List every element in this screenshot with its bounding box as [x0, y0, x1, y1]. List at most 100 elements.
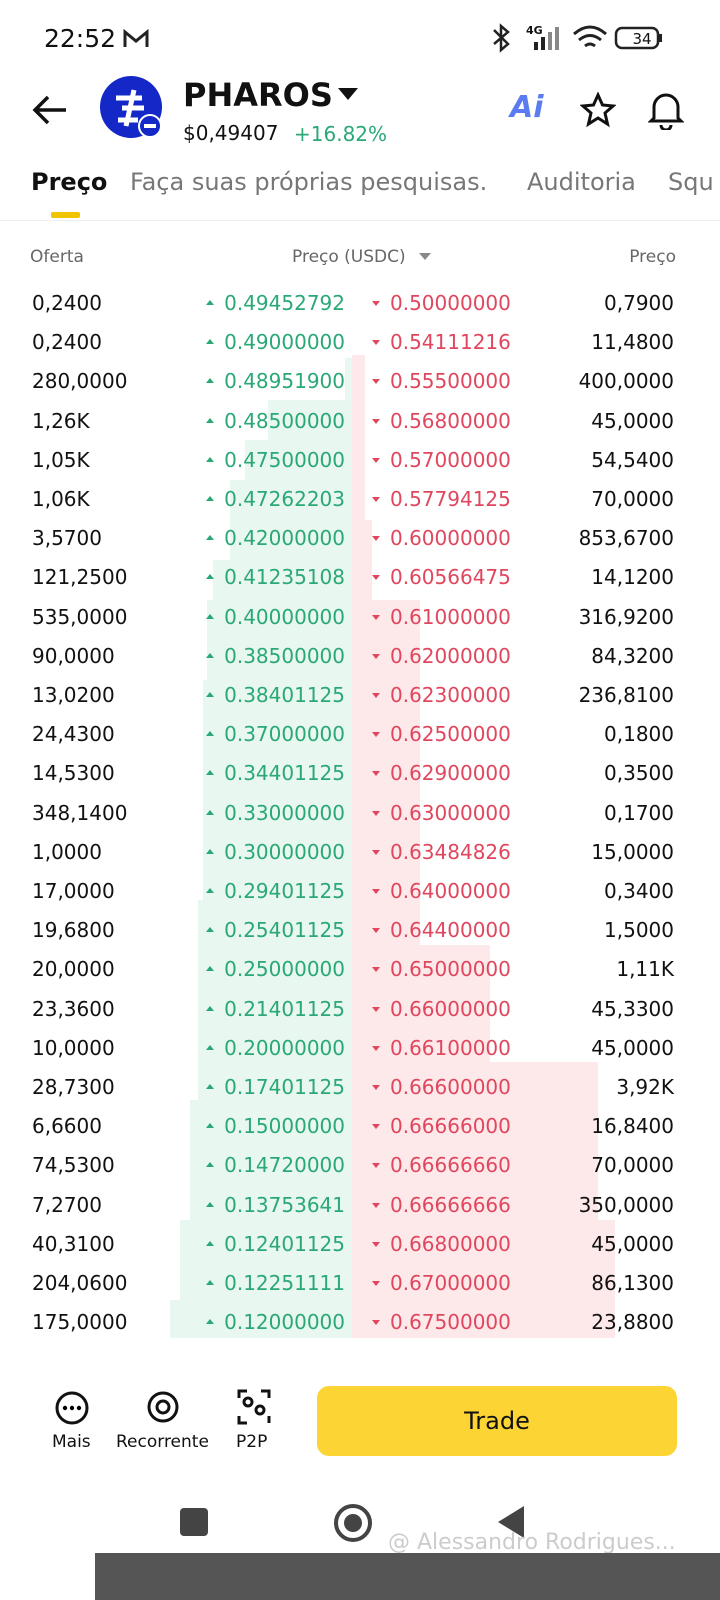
ask-quantity: 0,3400: [604, 879, 674, 903]
bid-quantity: 74,5300: [32, 1153, 115, 1178]
ask-quantity: 1,5000: [604, 918, 674, 943]
ask-quantity: 350,0000: [578, 1192, 674, 1217]
ask-quantity: 11,4800: [591, 330, 674, 355]
bid-price: 0.48500000: [206, 408, 345, 433]
tab[interactable]: Auditoria: [527, 168, 636, 196]
bid-quantity: 24,4300: [32, 722, 115, 747]
order-row[interactable]: 0,2400 0.49452792 0.50000000 0,7900: [0, 283, 720, 322]
price: $0,49407: [183, 121, 279, 145]
favorite-button[interactable]: [580, 92, 616, 128]
bottom-label[interactable]: Mais: [52, 1432, 91, 1452]
ask-price: 0.65000000: [372, 957, 511, 982]
bid-quantity: 10,0000: [32, 1035, 115, 1060]
order-row[interactable]: 74,5300 0.14720000 0.66666660 70,0000: [0, 1145, 720, 1184]
ai-button[interactable]: Ai: [510, 90, 544, 125]
ask-quantity: 86,1300: [591, 1271, 674, 1295]
tab-bar: Preço Faça suas próprias pesquisas. Audi…: [0, 164, 720, 221]
ask-quantity: 0,3500: [604, 761, 674, 786]
network: 4G: [526, 24, 543, 37]
time: 22:52: [44, 24, 117, 53]
bid-quantity: 535,0000: [32, 604, 128, 629]
bid-quantity: 204,0600: [32, 1271, 128, 1295]
ask-price: 0.60566475: [372, 565, 511, 590]
order-row[interactable]: 17,0000 0.29401125 0.64000000 0,3400: [0, 871, 720, 910]
order-row[interactable]: 204,0600 0.12251111 0.67000000 86,1300: [0, 1263, 720, 1302]
order-row[interactable]: 0,2400 0.49000000 0.54111216 11,4800: [0, 322, 720, 361]
bid-price: 0.13753641: [206, 1192, 345, 1217]
bid-price: 0.38500000: [206, 643, 345, 668]
trade-button[interactable]: Trade: [317, 1386, 677, 1456]
dropdown-caret[interactable]: [338, 88, 358, 102]
ask-price: 0.63484826: [372, 839, 511, 864]
bottom-label[interactable]: P2P: [236, 1432, 268, 1452]
ask-quantity: 54,5400: [591, 447, 674, 472]
more-icon[interactable]: [54, 1390, 90, 1426]
p2p-icon[interactable]: [236, 1388, 272, 1426]
order-row[interactable]: 1,05K 0.47500000 0.57000000 54,5400: [0, 440, 720, 479]
order-row[interactable]: 1,26K 0.48500000 0.56800000 45,0000: [0, 401, 720, 440]
order-row[interactable]: 6,6600 0.15000000 0.66666000 16,8400: [0, 1106, 720, 1145]
order-row[interactable]: 3,5700 0.42000000 0.60000000 853,6700: [0, 518, 720, 557]
bid-quantity: 90,0000: [32, 643, 115, 668]
token-logo: [100, 76, 162, 138]
ask-quantity: 45,0000: [591, 1231, 674, 1256]
ask-quantity: 15,0000: [591, 839, 674, 864]
ask-quantity: 45,0000: [591, 1035, 674, 1060]
order-row[interactable]: 121,2500 0.41235108 0.60566475 14,1200: [0, 557, 720, 596]
bid-price: 0.15000000: [206, 1114, 345, 1139]
order-row[interactable]: 7,2700 0.13753641 0.66666666 350,0000: [0, 1185, 720, 1224]
bid-price: 0.42000000: [206, 526, 345, 551]
order-row[interactable]: 19,6800 0.25401125 0.64400000 1,5000: [0, 910, 720, 949]
order-row[interactable]: 1,06K 0.47262203 0.57794125 70,0000: [0, 479, 720, 518]
back-button[interactable]: [30, 92, 70, 128]
ask-quantity: 853,6700: [578, 526, 674, 551]
ask-price: 0.63000000: [372, 800, 511, 825]
recurring-icon[interactable]: [144, 1388, 182, 1426]
alert-button[interactable]: [648, 90, 684, 130]
order-row[interactable]: 23,3600 0.21401125 0.66000000 45,3300: [0, 989, 720, 1028]
tab[interactable]: Faça suas próprias pesquisas.: [130, 168, 488, 196]
bottom-label[interactable]: Recorrente: [116, 1432, 209, 1452]
ask-price: 0.64000000: [372, 879, 511, 903]
order-row[interactable]: 20,0000 0.25000000 0.65000000 1,11K: [0, 949, 720, 988]
tab[interactable]: Squ: [668, 168, 714, 196]
bid-quantity: 6,6600: [32, 1114, 102, 1139]
order-row[interactable]: 280,0000 0.48951900 0.55500000 400,0000: [0, 361, 720, 400]
order-row[interactable]: 1,0000 0.30000000 0.63484826 15,0000: [0, 832, 720, 871]
bid-price: 0.14720000: [206, 1153, 345, 1178]
ask-quantity: 3,92K: [616, 1075, 674, 1099]
bid-price: 0.20000000: [206, 1035, 345, 1060]
bid-price: 0.17401125: [206, 1075, 345, 1099]
order-row[interactable]: 175,0000 0.12000000 0.67500000 23,8800: [0, 1302, 720, 1341]
order-row[interactable]: 28,7300 0.17401125 0.66600000 3,92K: [0, 1067, 720, 1106]
order-row[interactable]: 40,3100 0.12401125 0.66800000 45,0000: [0, 1224, 720, 1263]
status-icons: [493, 23, 662, 53]
ask-price: 0.60000000: [372, 526, 511, 551]
column-header: Preço: [629, 247, 676, 267]
column-header[interactable]: Preço (USDC): [292, 247, 406, 267]
nav-home[interactable]: [333, 1503, 373, 1543]
watermark: @ Alessandro Rodrigues...: [388, 1530, 676, 1555]
symbol[interactable]: PHAROS: [183, 76, 333, 114]
order-row[interactable]: 90,0000 0.38500000 0.62000000 84,3200: [0, 636, 720, 675]
order-row[interactable]: 24,4300 0.37000000 0.62500000 0,1800: [0, 714, 720, 753]
ask-price: 0.66000000: [372, 996, 511, 1021]
order-row[interactable]: 348,1400 0.33000000 0.63000000 0,1700: [0, 793, 720, 832]
order-row[interactable]: 10,0000 0.20000000 0.66100000 45,0000: [0, 1028, 720, 1067]
bid-quantity: 175,0000: [32, 1310, 128, 1335]
price-change: +16.82%: [294, 122, 388, 146]
bid-quantity: 28,7300: [32, 1075, 115, 1099]
bid-quantity: 23,3600: [32, 996, 115, 1021]
bid-price: 0.49000000: [206, 330, 345, 355]
ask-quantity: 84,3200: [591, 643, 674, 668]
nav-back[interactable]: [496, 1504, 526, 1540]
order-row[interactable]: 14,5300 0.34401125 0.62900000 0,3500: [0, 753, 720, 792]
bid-quantity: 1,0000: [32, 839, 102, 864]
order-row[interactable]: 13,0200 0.38401125 0.62300000 236,8100: [0, 675, 720, 714]
tab[interactable]: Preço: [31, 168, 108, 196]
bid-quantity: 0,2400: [32, 291, 102, 315]
ask-price: 0.57794125: [372, 487, 511, 511]
order-row[interactable]: 535,0000 0.40000000 0.61000000 316,9200: [0, 597, 720, 636]
nav-recents[interactable]: [180, 1508, 208, 1536]
